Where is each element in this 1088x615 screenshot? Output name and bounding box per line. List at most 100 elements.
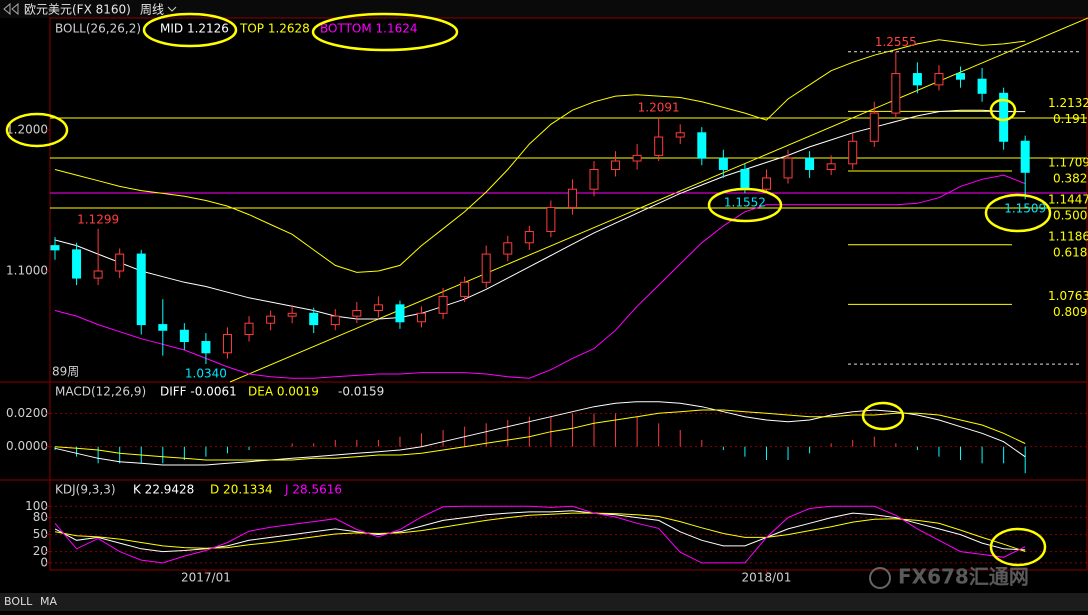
high-label: 1.1299 — [77, 212, 119, 226]
legend-entry: DIFF -0.0061 — [160, 385, 237, 399]
candle-body — [460, 281, 470, 297]
candle-body — [567, 188, 577, 209]
candle-body — [783, 157, 793, 179]
y-tick-label: 0.0200 — [6, 406, 48, 420]
trend-line — [229, 17, 1088, 383]
candle-body — [740, 168, 750, 190]
period[interactable]: 周线 — [140, 3, 164, 17]
candle-body — [201, 341, 211, 354]
candle-body — [611, 160, 621, 170]
watermark-icon — [869, 567, 891, 589]
annotation-ellipse — [989, 527, 1047, 567]
fib-price: 1.1447 — [1048, 192, 1088, 206]
candle-body — [826, 163, 836, 170]
low-label: 1.1509 — [1004, 202, 1046, 216]
candle-body — [503, 242, 513, 255]
candle-body — [632, 154, 642, 162]
annotation-ellipse — [5, 112, 69, 148]
candle-body — [977, 78, 987, 94]
candle-body — [395, 304, 405, 323]
candle-body — [136, 253, 146, 326]
candle-body — [373, 304, 383, 311]
candle-body — [179, 329, 189, 343]
fib-price: 1.1709 — [1048, 156, 1088, 170]
candle-body — [481, 253, 491, 283]
candle-body — [546, 207, 556, 233]
y-tick-label: 1.2000 — [6, 122, 48, 136]
series-line — [54, 39, 1026, 273]
y-tick-label: 50 — [33, 527, 48, 541]
candle-body — [287, 312, 297, 317]
annotation-ellipse — [984, 193, 1052, 233]
candle-body — [848, 140, 858, 165]
candle-body — [438, 295, 448, 314]
high-label: 1.2555 — [875, 35, 917, 49]
candle-body — [999, 92, 1009, 142]
candle-body — [330, 315, 340, 326]
low-label: 1.0340 — [185, 367, 227, 381]
x-tick-label: 2018/01 — [742, 571, 792, 585]
legend-entry: -0.0159 — [338, 385, 384, 399]
indicator-title: KDJ(9,3,3) — [55, 483, 116, 497]
annotation-ellipse — [989, 98, 1017, 122]
nav-icon[interactable] — [3, 2, 19, 16]
y-tick-label: 80 — [33, 510, 48, 524]
candle-body — [93, 270, 103, 279]
fib-price: 1.1186 — [1048, 229, 1088, 243]
plot-layer: 1.2000 1.1000 BOLL(26,26,2) MID 1.2126 TOP 1… — [6, 22, 1088, 585]
indicator-title: BOLL(26,26,2) — [55, 22, 141, 36]
series-line — [54, 510, 1026, 553]
candle-body — [222, 333, 232, 354]
candle-body — [115, 253, 125, 272]
legend-entry: J 28.5616 — [284, 483, 342, 497]
tab[interactable]: BOLL — [4, 595, 33, 608]
series-line — [54, 109, 1026, 320]
y-tick-label: 1.1000 — [6, 264, 48, 278]
dropdown-icon[interactable] — [167, 6, 177, 12]
y-tick-label: 20 — [33, 544, 48, 558]
candle-body — [675, 132, 685, 138]
series-line — [54, 505, 1026, 564]
tab-bar — [0, 593, 1088, 611]
annotations — [5, 12, 1052, 567]
period-label: 89周 — [52, 365, 79, 379]
candle-body — [718, 157, 728, 170]
y-tick-label: 0.0000 — [6, 439, 48, 453]
candle-body — [805, 157, 815, 170]
legend-entry: TOP 1.2628 — [239, 22, 310, 36]
candle-body — [72, 249, 82, 279]
fib-ratio: 0.500 — [1053, 208, 1087, 222]
fib-ratio: 0.618 — [1053, 245, 1087, 259]
panel-frames — [49, 17, 1088, 571]
candle-body — [654, 136, 664, 156]
legend-entry: D 20.1334 — [210, 483, 273, 497]
y-tick-label: 100 — [25, 499, 48, 513]
tab[interactable]: MA — [40, 595, 57, 608]
legend-entry: DEA 0.0019 — [248, 385, 319, 399]
candle-body — [309, 312, 319, 326]
annotation-ellipse — [142, 12, 238, 48]
legend-entry: K 22.9428 — [133, 483, 194, 497]
watermark: FX678汇通网 — [898, 565, 1029, 589]
annotation-ellipse — [861, 401, 905, 431]
candle-body — [417, 312, 427, 323]
fib-ratio: 0.191 — [1053, 112, 1087, 126]
low-label: 1.1552 — [724, 196, 766, 210]
series-line — [54, 174, 1026, 379]
fib-price: 1.2132 — [1048, 96, 1088, 110]
candle-body — [589, 168, 599, 190]
title-bar — [0, 0, 1088, 18]
candle-body — [934, 73, 944, 86]
fib-ratio: 0.382 — [1053, 172, 1087, 186]
candle-body — [158, 324, 168, 331]
annotation-ellipse — [707, 187, 783, 223]
candle-body — [1020, 140, 1030, 173]
legend-entry: MID 1.2126 — [160, 22, 229, 36]
indicator-title: MACD(12,26,9) — [55, 385, 146, 399]
symbol: 欧元美元(FX 8160) — [24, 3, 131, 17]
annotation-ellipse — [311, 12, 459, 52]
kdj-frame — [49, 479, 1088, 571]
high-label: 1.2091 — [638, 101, 680, 115]
